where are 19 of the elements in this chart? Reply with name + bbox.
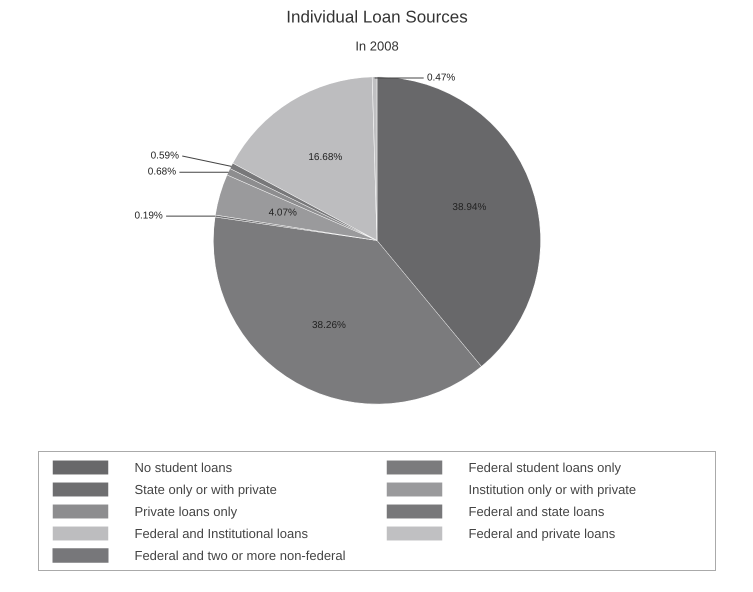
legend-label: No student loans [134,460,234,474]
legend-label: Federal and Institutional loans [134,526,309,540]
legend-label: Private loans only [134,504,238,518]
legend-label: Institution only or with private [468,482,638,496]
data-label: 0.19% [134,210,163,222]
legend-label: Federal and two or more non-federal [134,548,347,562]
data-label: 4.07% [268,208,298,219]
data-label: 16.68% [308,152,342,164]
chart-title: Individual Loan Sources [286,8,468,26]
data-label: 0.47% [426,72,456,84]
legend-label: Federal and private loans [468,526,616,540]
data-label: 38.94% [452,202,486,213]
data-label: 38.26% [312,320,346,331]
legend-label: Federal student loans only [468,460,622,474]
legend-label: State only or with private [134,482,278,496]
data-label: 0.68% [148,166,176,178]
legend-label: Federal and state loans [468,504,606,518]
data-label: 0.59% [150,150,180,162]
chart-subtitle: In 2008 [355,38,399,54]
